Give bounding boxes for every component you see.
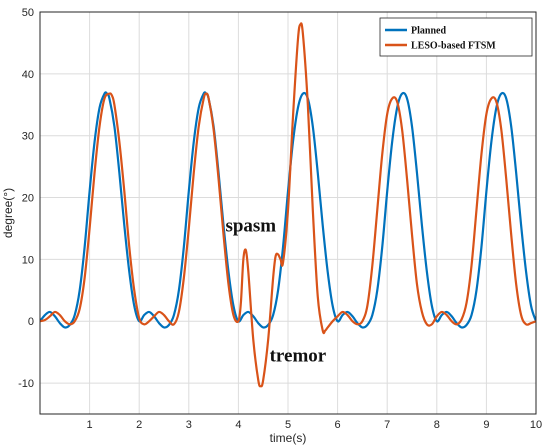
x-tick-label: 6 — [335, 419, 341, 431]
series-layer — [40, 22, 536, 388]
x-tick-label: 2 — [136, 419, 142, 431]
legend-label-planned: Planned — [411, 26, 446, 37]
y-tick-label: 20 — [22, 193, 34, 205]
series-planned — [40, 91, 536, 329]
y-tick-label: -10 — [18, 378, 34, 390]
x-tick-label: 10 — [530, 419, 542, 431]
annotation-tremor: tremor — [270, 345, 327, 366]
series-leso-ftsm — [40, 22, 536, 388]
x-tick-label: 9 — [483, 419, 489, 431]
x-axis-label: time(s) — [270, 431, 307, 445]
plot-frame — [39, 11, 537, 415]
legend-label-leso-ftsm: LESO-based FTSM — [411, 41, 496, 52]
x-tick-label: 7 — [384, 419, 390, 431]
y-tick-label: 0 — [28, 316, 34, 328]
tick-labels: 1 2 3 4 5 6 7 8 9 10 -10 0 10 20 30 40 50 — [18, 7, 542, 431]
x-tick-label: 1 — [87, 419, 93, 431]
y-axis-label: degree(°) — [1, 188, 15, 238]
annotation-spasm: spasm — [225, 216, 276, 237]
annotations: spasm tremor — [225, 216, 326, 367]
y-tick-label: 30 — [22, 131, 34, 143]
legend: Planned LESO-based FTSM — [379, 17, 533, 57]
y-tick-label: 10 — [22, 254, 34, 266]
x-tick-label: 8 — [434, 419, 440, 431]
legend-box — [379, 17, 533, 57]
y-tick-label: 40 — [22, 69, 34, 81]
y-tick-label: 50 — [22, 7, 34, 19]
x-tick-label: 4 — [235, 419, 241, 431]
x-tick-label: 3 — [186, 419, 192, 431]
x-tick-label: 5 — [285, 419, 291, 431]
